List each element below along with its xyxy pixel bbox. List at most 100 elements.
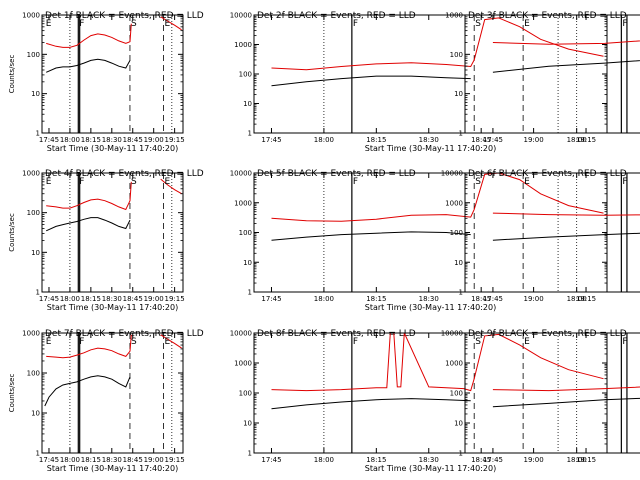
x-tick-label: 17:45 [483,295,503,303]
y-tick-label: 100 [450,229,463,237]
chart-title: Det 1f BLACK = Events, RED = LLD [45,11,204,21]
x-tick-label: 19:00 [144,136,164,144]
x-tick-label: 18:45 [471,295,491,303]
x-tick-label: 18:15 [81,136,101,144]
phase-marker-label: E [164,177,170,187]
series-line-lld [46,334,132,359]
y-tick-label: 1 [248,130,252,138]
plot-frame [253,14,608,134]
x-tick-label: 17:45 [261,295,281,303]
x-tick-label: 18:45 [471,456,491,464]
y-tick-label: 1 [459,450,463,458]
series-line-lld [492,212,640,216]
x-axis-label: Start Time (30-May-11 17:40:20) [365,303,496,312]
series-line-events [492,60,640,73]
x-tick-label: 19:00 [524,295,544,303]
y-tick-label: 1 [36,289,40,297]
x-axis-label: Start Time (30-May-11 17:40:20) [47,464,178,473]
y-tick-label: 1 [459,130,463,138]
x-axis-label: Start Time (30-May-11 17:40:20) [47,144,178,153]
y-tick-label: 10 [243,420,252,428]
plot-frame [464,14,640,134]
phase-marker-label: E [46,337,52,347]
x-tick-label: 17:45 [483,456,503,464]
x-tick-label: 18:45 [123,295,143,303]
plot-frame [41,14,184,134]
series-line-events [45,58,131,73]
phase-marker-label: S [131,337,137,347]
y-tick-label: 100 [239,229,252,237]
y-tick-label: 10 [243,259,252,267]
y-tick-label: 1 [459,289,463,297]
x-tick-label: 18:30 [419,136,439,144]
y-axis-label: Counts/sec [8,213,16,252]
x-tick-label: 18:00 [314,456,334,464]
series-line-events [492,232,640,241]
y-tick-label: 10000 [441,330,463,338]
series-line-lld [492,40,640,45]
x-axis-label: Start Time (30-May-11 17:40:20) [47,303,178,312]
series-line-events [271,398,471,410]
phase-marker-label: F [353,177,358,187]
x-tick-label: 18:15 [81,295,101,303]
y-tick-label: 1 [36,130,40,138]
x-tick-label: 19:15 [576,295,596,303]
x-tick-label: 19:15 [165,136,185,144]
x-tick-label: 18:00 [60,136,80,144]
series-line-lld [160,334,182,349]
x-tick-label: 18:15 [366,136,386,144]
phase-marker-label: E [46,19,52,29]
y-tick-label: 100 [239,390,252,398]
x-tick-label: 18:00 [60,295,80,303]
x-tick-label: 19:00 [144,295,164,303]
chart-title: Det 9f BLACK = Events, RED = LLD [468,329,627,339]
x-tick-label: 19:15 [165,295,185,303]
phase-marker-label: S [475,19,481,29]
x-tick-label: 18:30 [419,456,439,464]
series-line-lld [492,386,640,392]
series-line-events [271,231,471,241]
y-tick-label: 1000 [22,170,40,178]
series-line-lld [271,173,604,222]
x-axis-label: Start Time (30-May-11 17:40:20) [365,464,496,473]
y-tick-label: 1000 [22,330,40,338]
chart-title: Det 7f BLACK = Events, RED = LLD [45,329,204,339]
x-axis-label: Start Time (30-May-11 17:40:20) [365,144,496,153]
phase-marker-label: E [164,19,170,29]
y-tick-label: 10 [454,90,463,98]
phase-marker-label: S [131,19,137,29]
x-tick-label: 18:30 [102,136,122,144]
x-tick-label: 18:00 [314,136,334,144]
x-tick-label: 17:45 [39,295,59,303]
x-tick-label: 18:00 [567,456,587,464]
phase-marker-label: E [524,337,530,347]
x-tick-label: 19:15 [576,456,596,464]
y-tick-label: 10000 [230,330,252,338]
series-line-lld [46,181,132,211]
phase-marker-label: E [164,337,170,347]
y-tick-label: 10 [31,90,40,98]
phase-marker-label: F [353,337,358,347]
phase-marker-label: S [475,337,481,347]
y-tick-label: 100 [27,370,40,378]
plot-frame [464,172,640,293]
y-tick-label: 10000 [230,12,252,20]
phase-marker-label: F [622,177,627,187]
y-tick-label: 1000 [234,199,252,207]
series-line-lld [271,17,604,71]
y-tick-label: 10 [454,259,463,267]
series-line-events [492,397,640,408]
plot-frame [41,172,184,293]
y-tick-label: 1000 [445,12,463,20]
phase-marker-label: F [79,177,84,187]
series-line-events [45,217,131,232]
x-tick-label: 17:45 [483,136,503,144]
